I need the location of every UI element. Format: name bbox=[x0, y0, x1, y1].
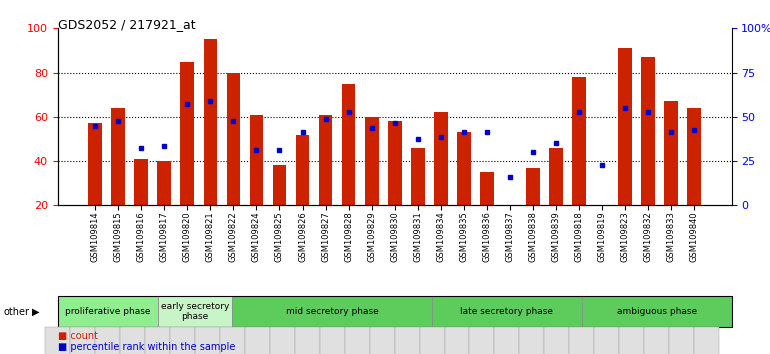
Text: mid secretory phase: mid secretory phase bbox=[286, 307, 379, 316]
Bar bbox=[618, 48, 632, 205]
Bar bbox=[457, 132, 470, 205]
Bar bbox=[249, 115, 263, 205]
Bar bbox=[549, 148, 563, 205]
Text: early secretory
phase: early secretory phase bbox=[161, 302, 229, 321]
Bar bbox=[641, 57, 654, 205]
Text: ■ percentile rank within the sample: ■ percentile rank within the sample bbox=[58, 342, 235, 352]
Bar bbox=[89, 124, 102, 205]
Bar bbox=[572, 77, 586, 205]
Text: ▶: ▶ bbox=[32, 307, 40, 316]
Bar bbox=[434, 113, 447, 205]
Bar bbox=[157, 161, 171, 205]
Bar bbox=[526, 168, 540, 205]
Bar bbox=[273, 166, 286, 205]
Bar bbox=[480, 172, 494, 205]
Bar bbox=[203, 39, 217, 205]
Bar bbox=[112, 108, 126, 205]
Text: proliferative phase: proliferative phase bbox=[65, 307, 150, 316]
Bar bbox=[135, 159, 149, 205]
Text: ambiguous phase: ambiguous phase bbox=[617, 307, 697, 316]
Text: ■ count: ■ count bbox=[58, 331, 98, 341]
Bar bbox=[180, 62, 194, 205]
Bar bbox=[388, 121, 401, 205]
Bar bbox=[365, 117, 379, 205]
Bar bbox=[687, 108, 701, 205]
Bar bbox=[226, 73, 240, 205]
Text: other: other bbox=[4, 307, 30, 316]
Bar bbox=[664, 101, 678, 205]
Text: late secretory phase: late secretory phase bbox=[460, 307, 554, 316]
Bar bbox=[342, 84, 356, 205]
Bar bbox=[319, 115, 333, 205]
Text: GDS2052 / 217921_at: GDS2052 / 217921_at bbox=[58, 18, 196, 31]
Bar bbox=[296, 135, 310, 205]
Bar bbox=[410, 148, 424, 205]
